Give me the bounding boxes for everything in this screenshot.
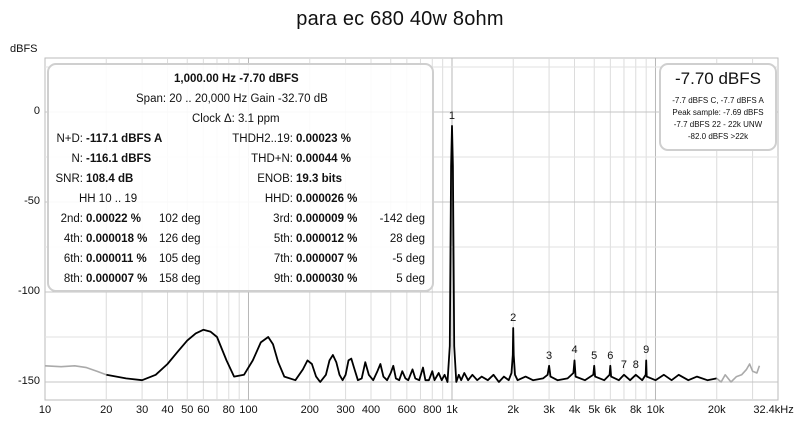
x-tick-label: 10k xyxy=(646,404,665,416)
thdn-value: 0.00044 % xyxy=(296,153,351,165)
harmonic-phase: -5 deg xyxy=(392,253,425,265)
x-tick-label: 100 xyxy=(239,404,258,416)
thdn-label: THD+N: xyxy=(251,153,293,165)
snr-label: SNR: xyxy=(55,173,83,185)
harmonic-phase: 126 deg xyxy=(159,233,201,245)
peak-detail-line: -7.7 dBFS C, -7.7 dBFS A xyxy=(672,96,764,105)
thd-label: THDH2..19: xyxy=(232,133,293,145)
x-tick-label: 30 xyxy=(135,404,149,416)
clock-readout: Clock Δ: 3.1 ppm xyxy=(192,113,280,125)
x-tick-label: 5k xyxy=(588,404,601,416)
harmonic-value: 0.000009 % xyxy=(296,213,358,225)
enob-label: ENOB: xyxy=(257,173,293,185)
x-tick-label: 20k xyxy=(707,404,726,416)
x-tick-label: 300 xyxy=(336,404,355,416)
y-axis-label: dBFS xyxy=(10,43,38,55)
x-tick-label: 50 xyxy=(181,404,194,416)
harmonic-value: 0.000012 % xyxy=(296,233,358,245)
peak-level-value: -7.70 dBFS xyxy=(675,69,761,88)
x-tick-label: 400 xyxy=(361,404,381,416)
harmonic-phase: 158 deg xyxy=(159,273,201,285)
x-tick-label: 32.4kHz xyxy=(753,404,794,416)
x-tick-label: 200 xyxy=(300,404,319,416)
harmonic-label: 3rd: xyxy=(273,213,293,225)
y-tick-label: -100 xyxy=(17,285,40,297)
y-tick-label: -50 xyxy=(24,195,40,207)
x-tick-label: 600 xyxy=(397,404,417,416)
measurement-panel: 1,000.00 Hz -7.70 dBFS Span: 20 .. 20,00… xyxy=(47,63,434,292)
x-tick-label: 800 xyxy=(423,404,442,416)
harmonic-phase: 5 deg xyxy=(396,273,425,285)
x-tick-label: 60 xyxy=(197,404,210,416)
n-label: N: xyxy=(71,153,84,165)
fundamental-readout: 1,000.00 Hz -7.70 dBFS xyxy=(174,73,299,85)
harmonic-value: 0.000007 % xyxy=(296,253,358,265)
peak-detail-line: Peak sample: -7.69 dBFS xyxy=(672,108,764,117)
spectrum-trace xyxy=(716,363,761,383)
harmonic-marker-label: 3 xyxy=(546,349,553,362)
harmonic-marker-label: 5 xyxy=(591,349,598,362)
peak-detail-line: -7.7 dBFS 22 - 22k UNW xyxy=(673,120,763,129)
spectrum-trace xyxy=(106,125,717,383)
series-layer xyxy=(44,125,761,383)
x-tick-label: 20 xyxy=(100,404,113,416)
harmonic-value: 0.000030 % xyxy=(296,273,358,285)
n-value: -116.1 dBFS xyxy=(86,153,152,165)
harmonic-value: 0.000007 % xyxy=(86,273,148,285)
harmonic-phase: 28 deg xyxy=(389,233,425,245)
harmonic-value: 0.000018 % xyxy=(86,233,148,245)
x-tick-label: 1k xyxy=(446,404,458,416)
x-tick-label: 40 xyxy=(161,404,174,416)
peak-detail-line: -82.0 dBFS >22k xyxy=(687,132,749,141)
hh-range-label: HH 10 .. 19 xyxy=(79,193,138,205)
harmonic-marker-label: 6 xyxy=(607,349,614,362)
harmonic-label: 4th: xyxy=(63,233,83,245)
hhd-value: 0.000026 % xyxy=(296,193,358,205)
nd-value: -117.1 dBFS A xyxy=(86,133,163,145)
harmonic-label: 2nd: xyxy=(60,213,83,225)
x-tick-label: 80 xyxy=(222,404,235,416)
plot-frame xyxy=(44,57,779,401)
snr-value: 108.4 dB xyxy=(86,173,134,185)
harmonic-marker-label: 4 xyxy=(571,344,578,357)
x-tick-label: 6k xyxy=(604,404,617,416)
harmonic-marker-label: 7 xyxy=(620,358,628,371)
spectrum-trace xyxy=(44,364,107,376)
x-tick-label: 2k xyxy=(507,404,520,416)
harmonic-marker-label: 9 xyxy=(643,344,650,357)
x-tick-label: 3k xyxy=(543,404,555,416)
enob-value: 19.3 bits xyxy=(296,173,343,185)
harmonic-marker-label: 2 xyxy=(510,312,517,324)
thd-value: 0.00023 % xyxy=(296,133,351,145)
harmonic-value: 0.000011 % xyxy=(86,253,147,265)
harmonic-label: 9th: xyxy=(273,273,293,285)
harmonic-marker-label: 1 xyxy=(448,109,456,122)
x-tick-label: 4k xyxy=(568,404,581,416)
span-gain-readout: Span: 20 .. 20,000 Hz Gain -32.70 dB xyxy=(136,93,328,105)
harmonic-label: 5th: xyxy=(273,233,293,245)
y-tick-label: -150 xyxy=(17,375,40,387)
x-tick-label: 10 xyxy=(38,404,52,416)
harmonic-phase: 105 deg xyxy=(159,253,201,265)
harmonic-label: 6th: xyxy=(63,253,83,265)
hhd-label: HHD: xyxy=(264,193,293,205)
nd-label: N+D: xyxy=(56,133,83,145)
y-tick-label: 0 xyxy=(33,105,40,117)
harmonic-marker-label: 8 xyxy=(632,358,639,371)
chart-title: para ec 680 40w 8ohm xyxy=(296,8,504,30)
harmonic-phase: -142 deg xyxy=(379,213,425,225)
harmonic-value: 0.00022 % xyxy=(86,213,141,225)
harmonic-label: 8th: xyxy=(63,273,83,285)
harmonic-phase: 102 deg xyxy=(159,213,201,225)
peak-level-panel: -7.70 dBFS -7.7 dBFS C, -7.7 dBFS A Peak… xyxy=(659,63,777,151)
harmonic-label: 7th: xyxy=(273,253,293,265)
x-tick-label: 8k xyxy=(629,404,642,416)
